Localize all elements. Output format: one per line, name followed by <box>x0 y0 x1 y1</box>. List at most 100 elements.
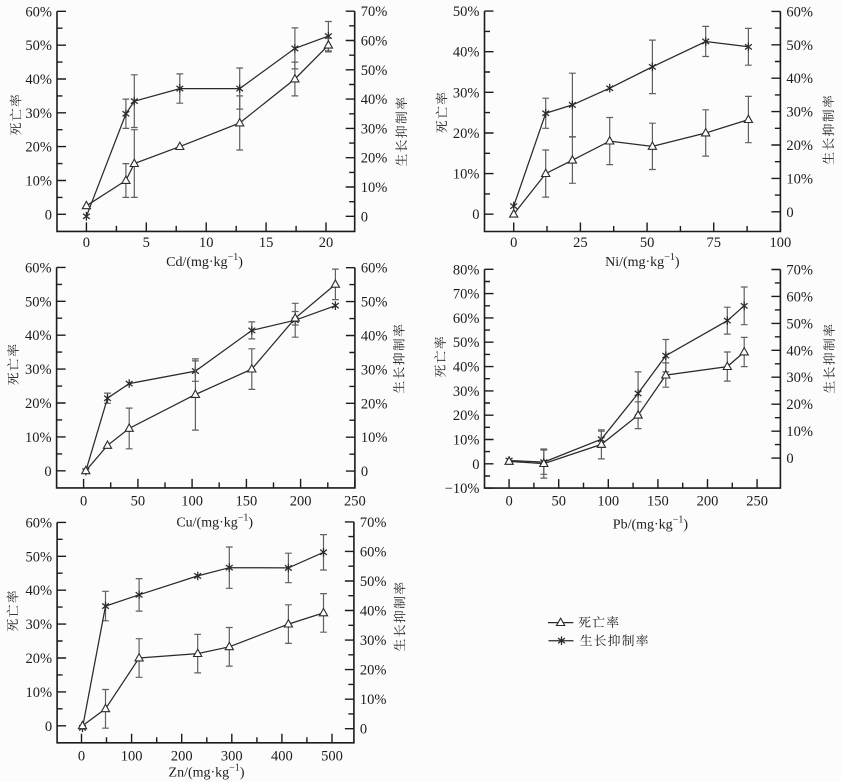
svg-text:50%: 50% <box>453 335 480 351</box>
svg-text:80%: 80% <box>453 262 480 278</box>
svg-text:50%: 50% <box>25 294 52 310</box>
svg-text:25: 25 <box>573 235 588 251</box>
svg-text:10%: 10% <box>26 685 53 701</box>
svg-text:30%: 30% <box>361 362 388 378</box>
svg-text:0: 0 <box>361 464 368 480</box>
svg-text:30%: 30% <box>360 633 387 649</box>
svg-text:40%: 40% <box>786 71 813 87</box>
svg-text:30%: 30% <box>25 106 52 122</box>
svg-text:20%: 20% <box>786 138 813 154</box>
svg-text:40%: 40% <box>361 92 388 108</box>
svg-text:10%: 10% <box>786 171 813 187</box>
svg-text:30%: 30% <box>786 105 813 121</box>
svg-text:60%: 60% <box>26 515 53 531</box>
svg-text:60%: 60% <box>786 4 813 20</box>
svg-text:10%: 10% <box>453 167 480 183</box>
svg-text:50%: 50% <box>361 295 388 311</box>
svg-text:70%: 70% <box>360 515 387 531</box>
svg-text:60%: 60% <box>25 260 52 276</box>
svg-text:60%: 60% <box>360 544 387 560</box>
svg-text:20%: 20% <box>361 396 388 412</box>
svg-text:75: 75 <box>706 235 721 251</box>
svg-text:20%: 20% <box>453 408 480 424</box>
svg-text:Cd/(mg·kg−1): Cd/(mg·kg−1) <box>166 252 243 270</box>
svg-text:150: 150 <box>647 494 669 510</box>
svg-text:70%: 70% <box>453 287 480 303</box>
svg-text:500: 500 <box>321 748 343 764</box>
svg-text:10%: 10% <box>453 433 480 449</box>
svg-text:100: 100 <box>181 493 203 509</box>
svg-text:10%: 10% <box>361 430 388 446</box>
svg-text:50%: 50% <box>26 549 53 565</box>
svg-text:20%: 20% <box>25 396 52 412</box>
svg-text:0: 0 <box>472 207 479 223</box>
svg-text:40%: 40% <box>360 604 387 620</box>
svg-text:40%: 40% <box>26 583 53 599</box>
svg-text:50%: 50% <box>786 316 813 332</box>
svg-text:60%: 60% <box>25 4 52 20</box>
svg-text:60%: 60% <box>453 311 480 327</box>
svg-text:20%: 20% <box>25 140 52 156</box>
svg-text:0: 0 <box>361 209 368 225</box>
svg-text:200: 200 <box>290 493 312 509</box>
svg-text:0: 0 <box>45 207 52 223</box>
svg-text:0: 0 <box>80 493 87 509</box>
svg-text:100: 100 <box>770 235 792 251</box>
svg-text:0: 0 <box>786 205 793 221</box>
svg-text:20%: 20% <box>361 151 388 167</box>
svg-text:30%: 30% <box>786 370 813 386</box>
svg-text:20%: 20% <box>786 397 813 413</box>
svg-text:0: 0 <box>83 235 90 251</box>
svg-text:10: 10 <box>199 235 214 251</box>
svg-text:40%: 40% <box>453 45 480 61</box>
svg-text:20%: 20% <box>26 651 53 667</box>
svg-text:400: 400 <box>271 748 293 764</box>
svg-text:40%: 40% <box>25 72 52 88</box>
svg-text:Pb/(mg·kg−1): Pb/(mg·kg−1) <box>613 514 689 532</box>
svg-text:70%: 70% <box>786 263 813 279</box>
svg-text:200: 200 <box>171 748 193 764</box>
svg-text:200: 200 <box>697 494 719 510</box>
svg-text:Cu/(mg·kg−1): Cu/(mg·kg−1) <box>176 512 253 530</box>
svg-text:0: 0 <box>44 464 51 480</box>
svg-text:50: 50 <box>551 494 566 510</box>
svg-text:30%: 30% <box>26 617 53 633</box>
svg-text:0: 0 <box>505 494 512 510</box>
svg-text:250: 250 <box>746 494 768 510</box>
svg-text:20%: 20% <box>453 126 480 142</box>
svg-text:20: 20 <box>319 235 334 251</box>
svg-text:0: 0 <box>45 719 52 735</box>
svg-text:40%: 40% <box>361 329 388 345</box>
svg-text:60%: 60% <box>361 34 388 50</box>
svg-text:40%: 40% <box>25 328 52 344</box>
svg-text:10%: 10% <box>25 430 52 446</box>
svg-text:0: 0 <box>360 722 367 738</box>
svg-text:100: 100 <box>121 748 143 764</box>
svg-text:150: 150 <box>236 493 258 509</box>
svg-text:10%: 10% <box>25 174 52 190</box>
svg-text:60%: 60% <box>786 289 813 305</box>
svg-text:10%: 10% <box>360 692 387 708</box>
svg-text:60%: 60% <box>361 261 388 277</box>
svg-text:30%: 30% <box>453 85 480 101</box>
svg-text:300: 300 <box>221 748 243 764</box>
svg-text:Zn/(mg·kg−1): Zn/(mg·kg−1) <box>169 762 245 780</box>
svg-text:50%: 50% <box>786 38 813 54</box>
svg-text:0: 0 <box>510 235 517 251</box>
svg-text:10%: 10% <box>361 180 388 196</box>
svg-text:10%: 10% <box>786 424 813 440</box>
svg-text:40%: 40% <box>453 360 480 376</box>
svg-text:50%: 50% <box>360 574 387 590</box>
svg-text:100: 100 <box>597 494 619 510</box>
svg-text:30%: 30% <box>453 384 480 400</box>
svg-text:40%: 40% <box>786 343 813 359</box>
svg-text:50: 50 <box>131 493 146 509</box>
svg-text:15: 15 <box>259 235 274 251</box>
svg-text:20%: 20% <box>360 663 387 679</box>
svg-text:50%: 50% <box>25 38 52 54</box>
svg-text:−10%: −10% <box>445 481 480 497</box>
svg-text:50%: 50% <box>453 4 480 20</box>
svg-text:30%: 30% <box>361 121 388 137</box>
svg-text:5: 5 <box>143 235 150 251</box>
svg-text:0: 0 <box>78 748 85 764</box>
